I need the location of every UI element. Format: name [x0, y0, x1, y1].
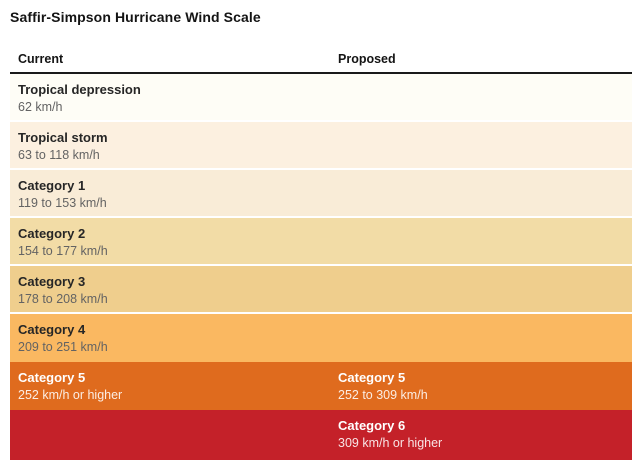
table-row: Category 2 154 to 177 km/h: [10, 218, 632, 264]
wind-speed-value: 63 to 118 km/h: [18, 148, 100, 162]
category-label: Category 4: [18, 322, 86, 337]
category-label: Tropical storm: [18, 130, 108, 145]
category-label: Category 1: [18, 178, 86, 193]
current-cell: Tropical storm 63 to 118 km/h: [18, 129, 108, 164]
page-title: Saffir-Simpson Hurricane Wind Scale: [10, 9, 261, 25]
proposed-cell: Category 5 252 to 309 km/h: [338, 369, 428, 404]
wind-speed-value: 154 to 177 km/h: [18, 244, 108, 258]
table-header: Current Proposed: [10, 48, 632, 74]
table-row: Category 4 209 to 251 km/h: [10, 314, 632, 362]
table-row: Category 3 178 to 208 km/h: [10, 266, 632, 312]
category-label: Category 5: [18, 370, 86, 385]
wind-speed-value: 178 to 208 km/h: [18, 292, 108, 306]
wind-speed-value: 62 km/h: [18, 100, 63, 114]
wind-speed-value: 119 to 153 km/h: [18, 196, 107, 210]
scale-table-rows: Tropical depression 62 km/h Tropical storm…: [10, 74, 632, 460]
table-row: Tropical storm 63 to 118 km/h: [10, 122, 632, 168]
table-row: Category 5 252 km/h or higher Category 5 25…: [10, 362, 632, 410]
current-cell: Category 3 178 to 208 km/h: [18, 273, 108, 308]
current-cell: Category 1 119 to 153 km/h: [18, 177, 107, 212]
column-header-current: Current: [18, 52, 64, 66]
table-row: Category 1 119 to 153 km/h: [10, 170, 632, 216]
current-cell: Tropical depression 62 km/h: [18, 81, 141, 116]
wind-speed-value: 252 km/h or higher: [18, 388, 123, 402]
category-label: Tropical depression: [18, 82, 141, 97]
table-row: Category 6 309 km/h or higher: [10, 410, 632, 460]
category-label: Category 3: [18, 274, 86, 289]
category-label: Category 5: [338, 370, 406, 385]
scale-table: Current Proposed Tropical depression 62 k…: [10, 48, 632, 460]
table-row: Tropical depression 62 km/h: [10, 74, 632, 120]
proposed-cell: Category 6 309 km/h or higher: [338, 417, 442, 452]
wind-speed-value: 252 to 309 km/h: [338, 388, 428, 402]
wind-speed-value: 209 to 251 km/h: [18, 340, 108, 354]
category-label: Category 6: [338, 418, 406, 433]
wind-speed-value: 309 km/h or higher: [338, 436, 443, 450]
current-cell: Category 2 154 to 177 km/h: [18, 225, 108, 260]
current-cell: Category 5 252 km/h or higher: [18, 369, 122, 404]
current-cell: Category 4 209 to 251 km/h: [18, 321, 108, 356]
column-header-proposed: Proposed: [338, 52, 396, 66]
category-label: Category 2: [18, 226, 86, 241]
